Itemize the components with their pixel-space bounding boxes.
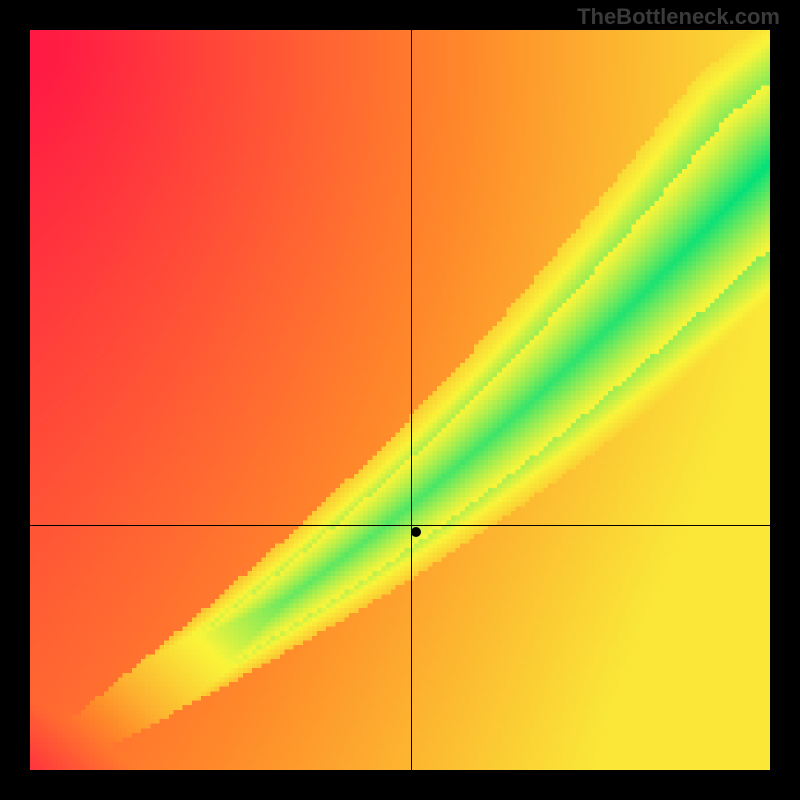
plot-area <box>30 30 770 770</box>
crosshair-vertical <box>411 30 412 770</box>
heatmap-canvas <box>30 30 770 770</box>
chart-container: TheBottleneck.com <box>0 0 800 800</box>
watermark-text: TheBottleneck.com <box>577 4 780 30</box>
crosshair-horizontal <box>30 525 770 526</box>
marker-dot <box>411 527 421 537</box>
